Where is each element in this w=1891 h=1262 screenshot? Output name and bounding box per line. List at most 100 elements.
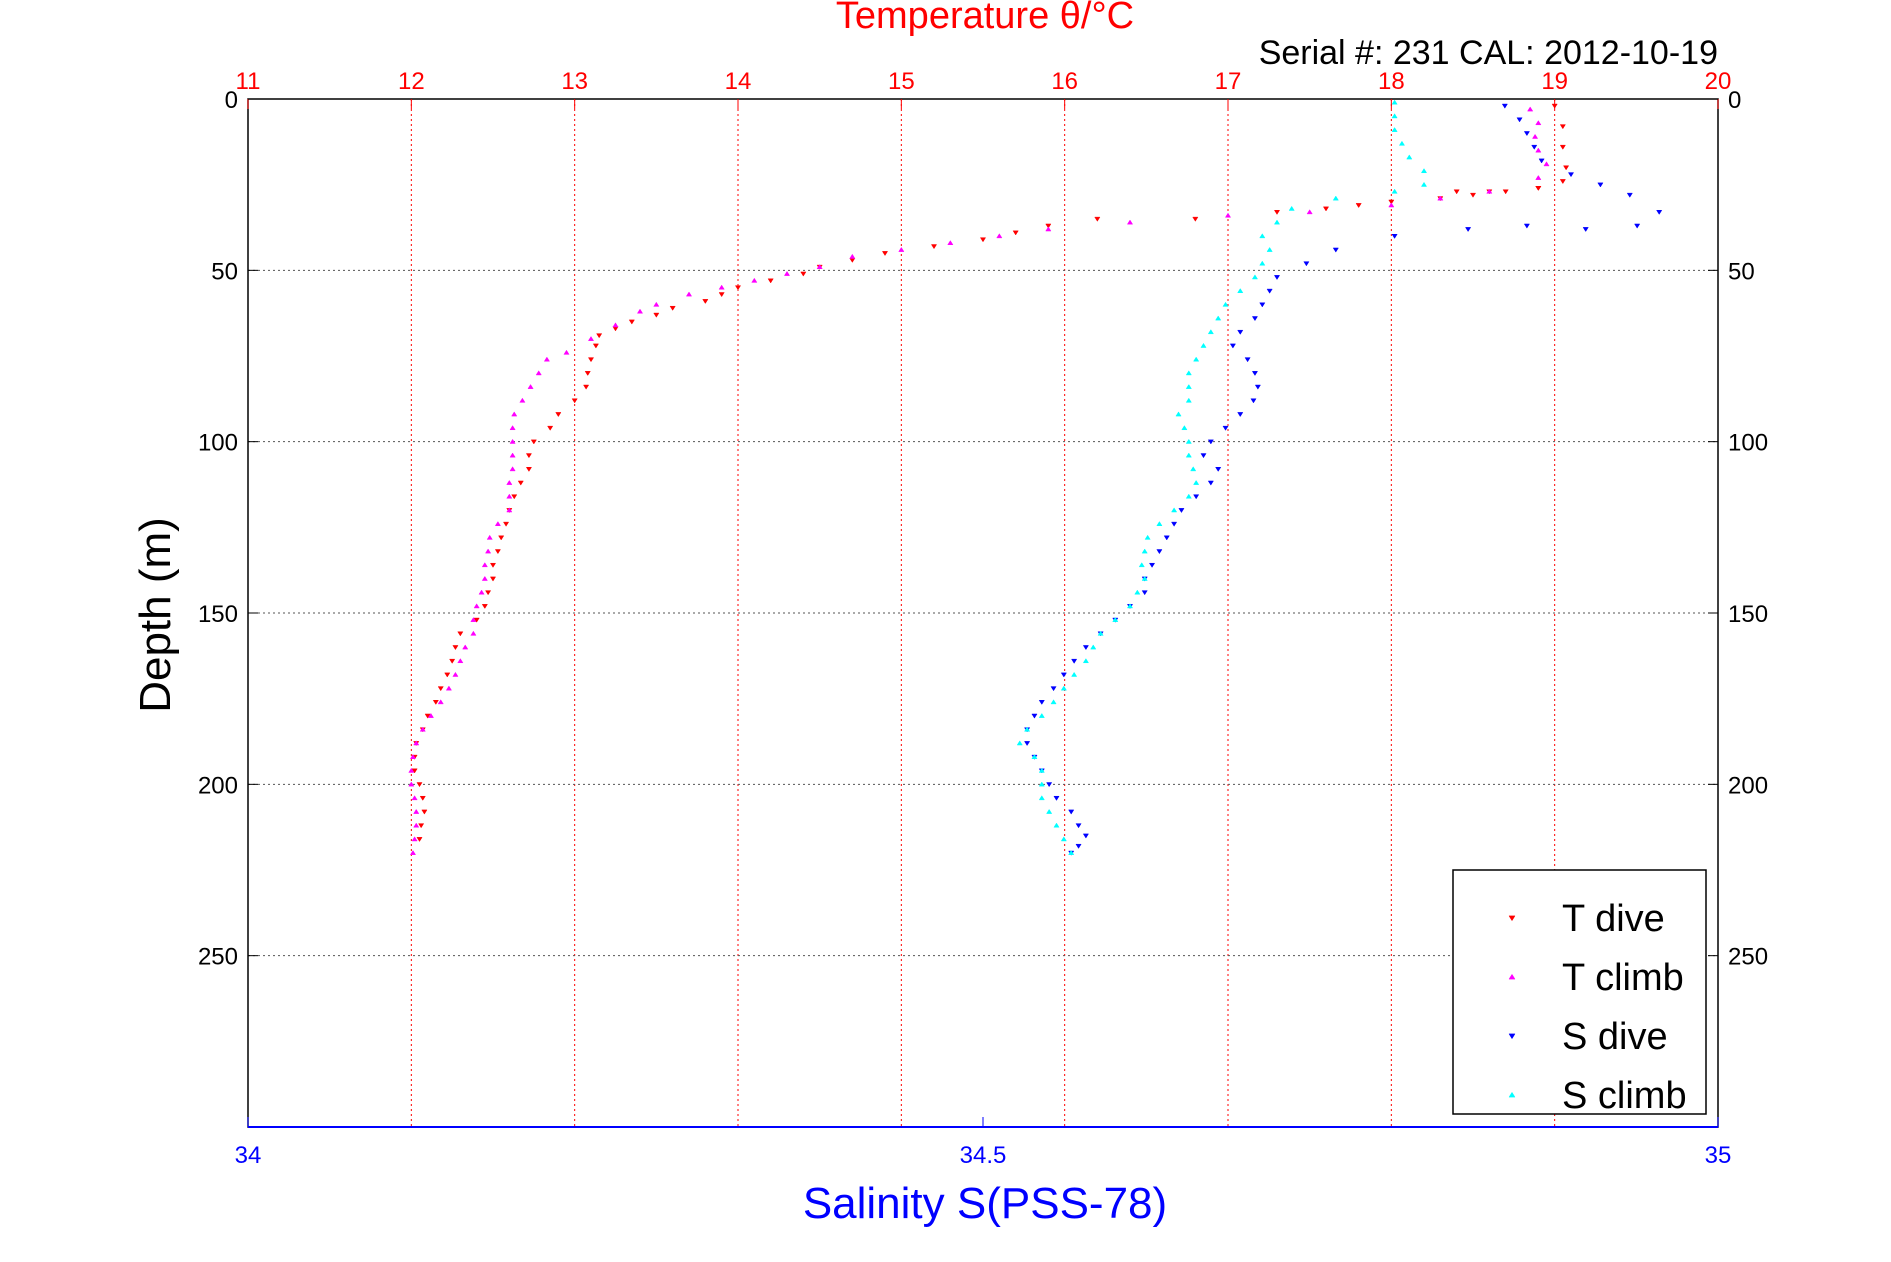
t-dive-point <box>1388 199 1395 205</box>
legend-marker-s-climb <box>1508 1091 1516 1098</box>
t-dive-point <box>628 319 635 325</box>
top-axis-tick-label: 19 <box>1541 68 1568 95</box>
t-climb-point <box>1388 202 1395 208</box>
s-climb-point <box>1222 301 1229 307</box>
t-climb-point <box>612 322 619 328</box>
t-dive-point <box>1502 189 1509 195</box>
s-dive-point <box>1071 658 1078 664</box>
top-axis-tick-label: 18 <box>1378 68 1405 95</box>
t-dive-point <box>1012 230 1019 236</box>
s-climb-point <box>1038 781 1045 787</box>
s-dive-point <box>1250 398 1257 404</box>
chart-title: Temperature θ/°C <box>836 0 1134 37</box>
s-climb-point <box>1082 658 1089 664</box>
s-dive-point <box>1053 795 1060 801</box>
s-dive-point <box>1082 645 1089 651</box>
legend-marker-s-dive <box>1508 1033 1516 1040</box>
t-dive-point <box>1453 189 1460 195</box>
t-dive-point <box>411 768 418 774</box>
legend-label-s-climb: S climb <box>1562 1075 1687 1117</box>
s-climb-point <box>1185 384 1192 389</box>
s-dive-point <box>1523 223 1530 229</box>
s-dive-point <box>1251 371 1259 376</box>
s-dive-point <box>1597 182 1604 188</box>
top-axis-tick-label: 17 <box>1215 68 1242 95</box>
t-climb-point <box>413 740 420 746</box>
left-axis-tick-label: 50 <box>211 258 238 285</box>
data-points <box>408 99 1663 856</box>
s-dive-point <box>1222 425 1229 431</box>
s-climb-point <box>1332 195 1339 201</box>
t-dive-point <box>457 631 464 637</box>
s-dive-point <box>1523 131 1530 137</box>
t-climb-point <box>509 466 516 472</box>
t-climb-point <box>506 479 513 485</box>
s-dive-point <box>1391 233 1398 239</box>
t-dive-point <box>587 357 595 363</box>
t-climb-point <box>996 233 1003 239</box>
s-dive-point <box>1656 210 1663 215</box>
left-axis-tick-label: 150 <box>198 601 238 628</box>
left-axis-tick-label: 0 <box>225 87 238 114</box>
s-climb-point <box>1193 356 1200 362</box>
s-dive-point <box>1266 288 1273 294</box>
s-climb-point <box>1391 127 1398 132</box>
s-climb-point <box>1185 493 1192 499</box>
top-axis-tick-label: 13 <box>561 68 588 95</box>
s-climb-point <box>1398 140 1406 146</box>
t-climb-point <box>653 301 660 307</box>
s-climb-point <box>1288 205 1295 211</box>
t-dive-point <box>489 562 497 568</box>
t-dive-point <box>503 521 510 527</box>
s-climb-point <box>1185 438 1192 444</box>
t-dive-point <box>979 237 987 243</box>
t-dive-point <box>669 305 676 311</box>
t-dive-point <box>767 278 774 284</box>
t-dive-point <box>1469 192 1477 198</box>
top-axis-tick-label: 16 <box>1051 68 1078 95</box>
t-climb-point <box>409 754 417 759</box>
s-dive-point <box>1237 412 1244 418</box>
t-dive-point <box>800 271 807 277</box>
left-axis-tick-label: 250 <box>198 944 238 971</box>
s-dive-point <box>1207 439 1214 445</box>
t-climb-point <box>462 644 469 650</box>
t-dive-point <box>547 425 554 431</box>
t-dive-point <box>525 467 532 472</box>
t-climb-point <box>898 246 905 252</box>
s-dive-point <box>1207 480 1214 486</box>
t-climb-point <box>685 291 693 297</box>
t-dive-point <box>494 549 501 555</box>
s-dive-point <box>1075 843 1082 849</box>
y-axis-label: Depth (m) <box>131 517 180 713</box>
s-climb-point <box>1097 630 1104 636</box>
s-dive-point <box>1567 172 1575 178</box>
right-axis-tick-label: 0 <box>1728 87 1741 114</box>
t-dive-point <box>1563 165 1570 171</box>
top-axis-tick-label: 12 <box>398 68 425 95</box>
s-climb-point <box>1406 154 1413 160</box>
s-climb-point <box>1251 274 1259 280</box>
right-axis-tick-label: 250 <box>1728 944 1768 971</box>
s-climb-point <box>1016 740 1023 746</box>
t-climb-point <box>411 795 418 801</box>
t-dive-point <box>489 576 497 582</box>
t-climb-point <box>411 836 418 842</box>
t-dive-point <box>1355 203 1362 209</box>
t-dive-point <box>1322 206 1330 212</box>
legend-marker-t-climb <box>1508 973 1516 980</box>
s-dive-point <box>1273 275 1281 280</box>
t-climb-point <box>1437 195 1444 201</box>
s-dive-point <box>1501 103 1508 109</box>
s-climb-point <box>1112 617 1119 622</box>
t-climb-point <box>409 850 417 855</box>
t-climb-point <box>445 685 452 691</box>
s-climb-point <box>1060 685 1067 691</box>
t-climb-point <box>427 712 434 718</box>
t-dive-point <box>930 244 938 250</box>
s-dive-point <box>1163 535 1170 541</box>
t-climb-point <box>485 548 492 554</box>
t-climb-point <box>816 264 823 269</box>
t-dive-point <box>702 299 709 304</box>
